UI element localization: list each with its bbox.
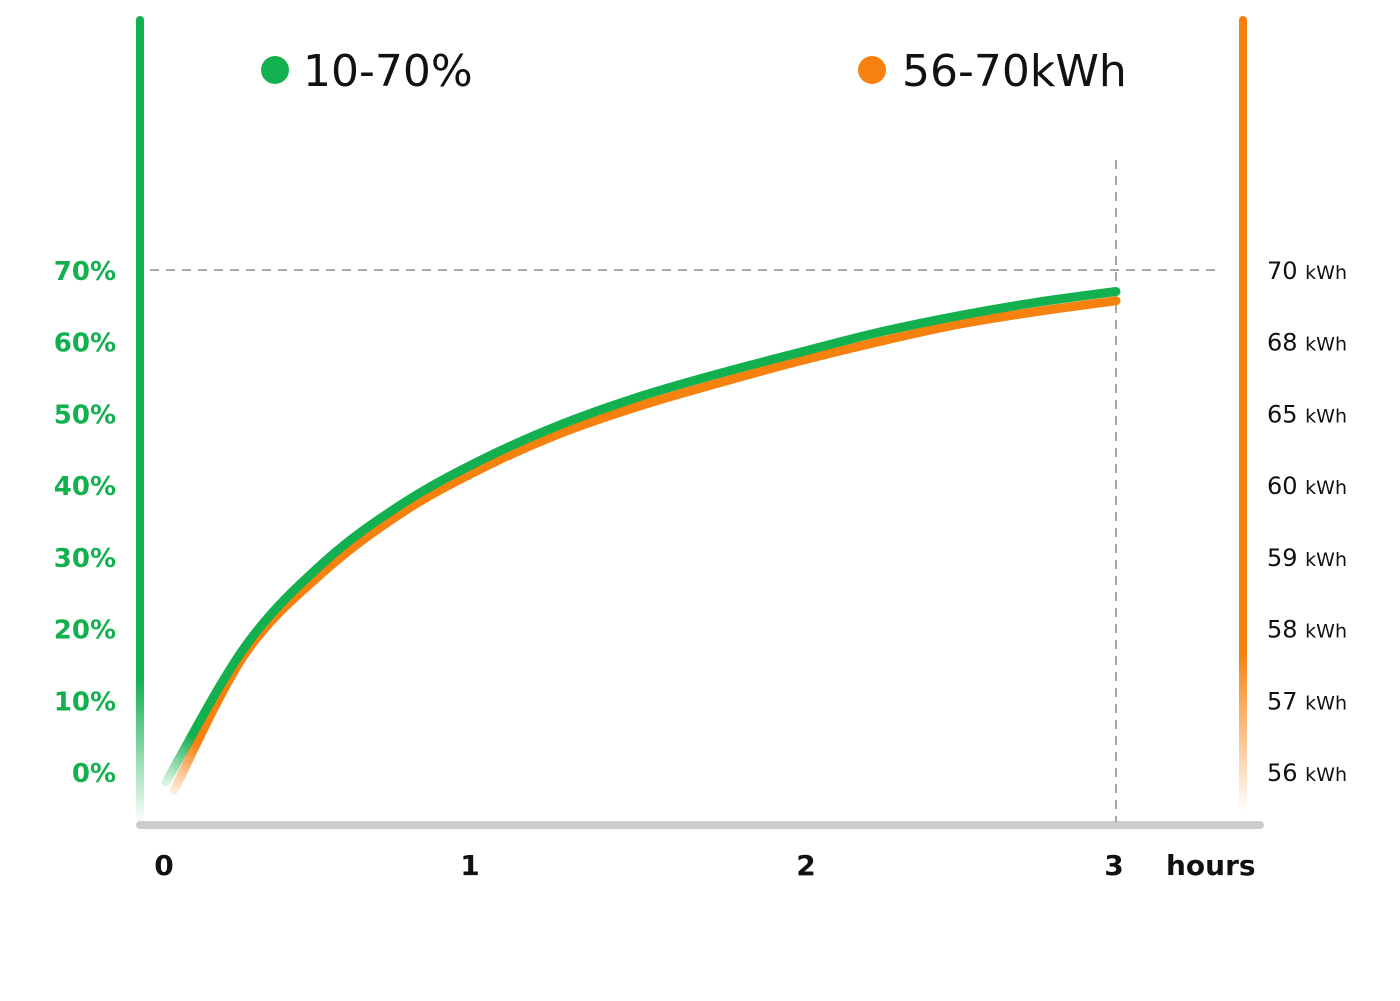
left-axis-bar [136,16,144,824]
legend-label-orange: 56-70kWh [902,46,1127,97]
legend: 10-70% 56-70kWh [261,46,1127,97]
y-left-tick-label: 40% [54,472,116,502]
y-right-tick-label: 57 kWh [1267,687,1347,715]
y-left-tick-label: 30% [54,544,116,574]
x-axis-bar [136,821,1264,829]
x-tick-label: 2 [796,849,815,882]
y-axis-left-ticks: 0% 10% 20% 30% 40% 50% 60% 70% [54,257,116,789]
x-axis-ticks: 0 1 2 3 [154,849,1123,882]
series-line-kwh [169,296,1121,795]
y-right-tick-label: 58 kWh [1267,616,1347,644]
x-tick-label: 0 [154,849,173,882]
y-left-tick-label: 0% [72,759,116,789]
y-left-tick-label: 20% [54,616,116,646]
legend-label-green: 10-70% [303,46,473,97]
y-left-tick-label: 70% [54,257,116,287]
y-axis-right-ticks: 56 kWh 57 kWh 58 kWh 59 kWh 60 kWh 65 kWh 68 k… [1267,257,1347,787]
x-tick-label: 1 [460,849,479,882]
y-left-tick-label: 60% [54,329,116,359]
series-line-percent [161,287,1121,787]
legend-marker-green [261,56,289,84]
right-axis-bar [1239,16,1247,812]
y-left-tick-label: 50% [54,400,116,430]
y-right-tick-label: 70 kWh [1267,257,1347,285]
x-tick-label: 3 [1104,849,1123,882]
y-right-tick-label: 68 kWh [1267,329,1347,357]
y-left-tick-label: 10% [54,687,116,717]
legend-marker-orange [858,56,886,84]
y-right-tick-label: 59 kWh [1267,544,1347,572]
x-axis-unit-label: hours [1166,849,1256,882]
y-right-tick-label: 65 kWh [1267,400,1347,428]
y-right-tick-label: 60 kWh [1267,472,1347,500]
y-right-tick-label: 56 kWh [1267,759,1347,787]
